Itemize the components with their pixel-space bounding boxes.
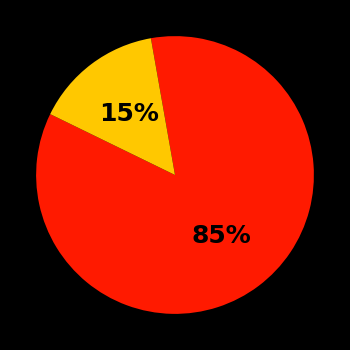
Wedge shape: [36, 36, 314, 314]
Text: 15%: 15%: [99, 102, 159, 126]
Text: 85%: 85%: [191, 224, 251, 248]
Wedge shape: [50, 38, 175, 175]
